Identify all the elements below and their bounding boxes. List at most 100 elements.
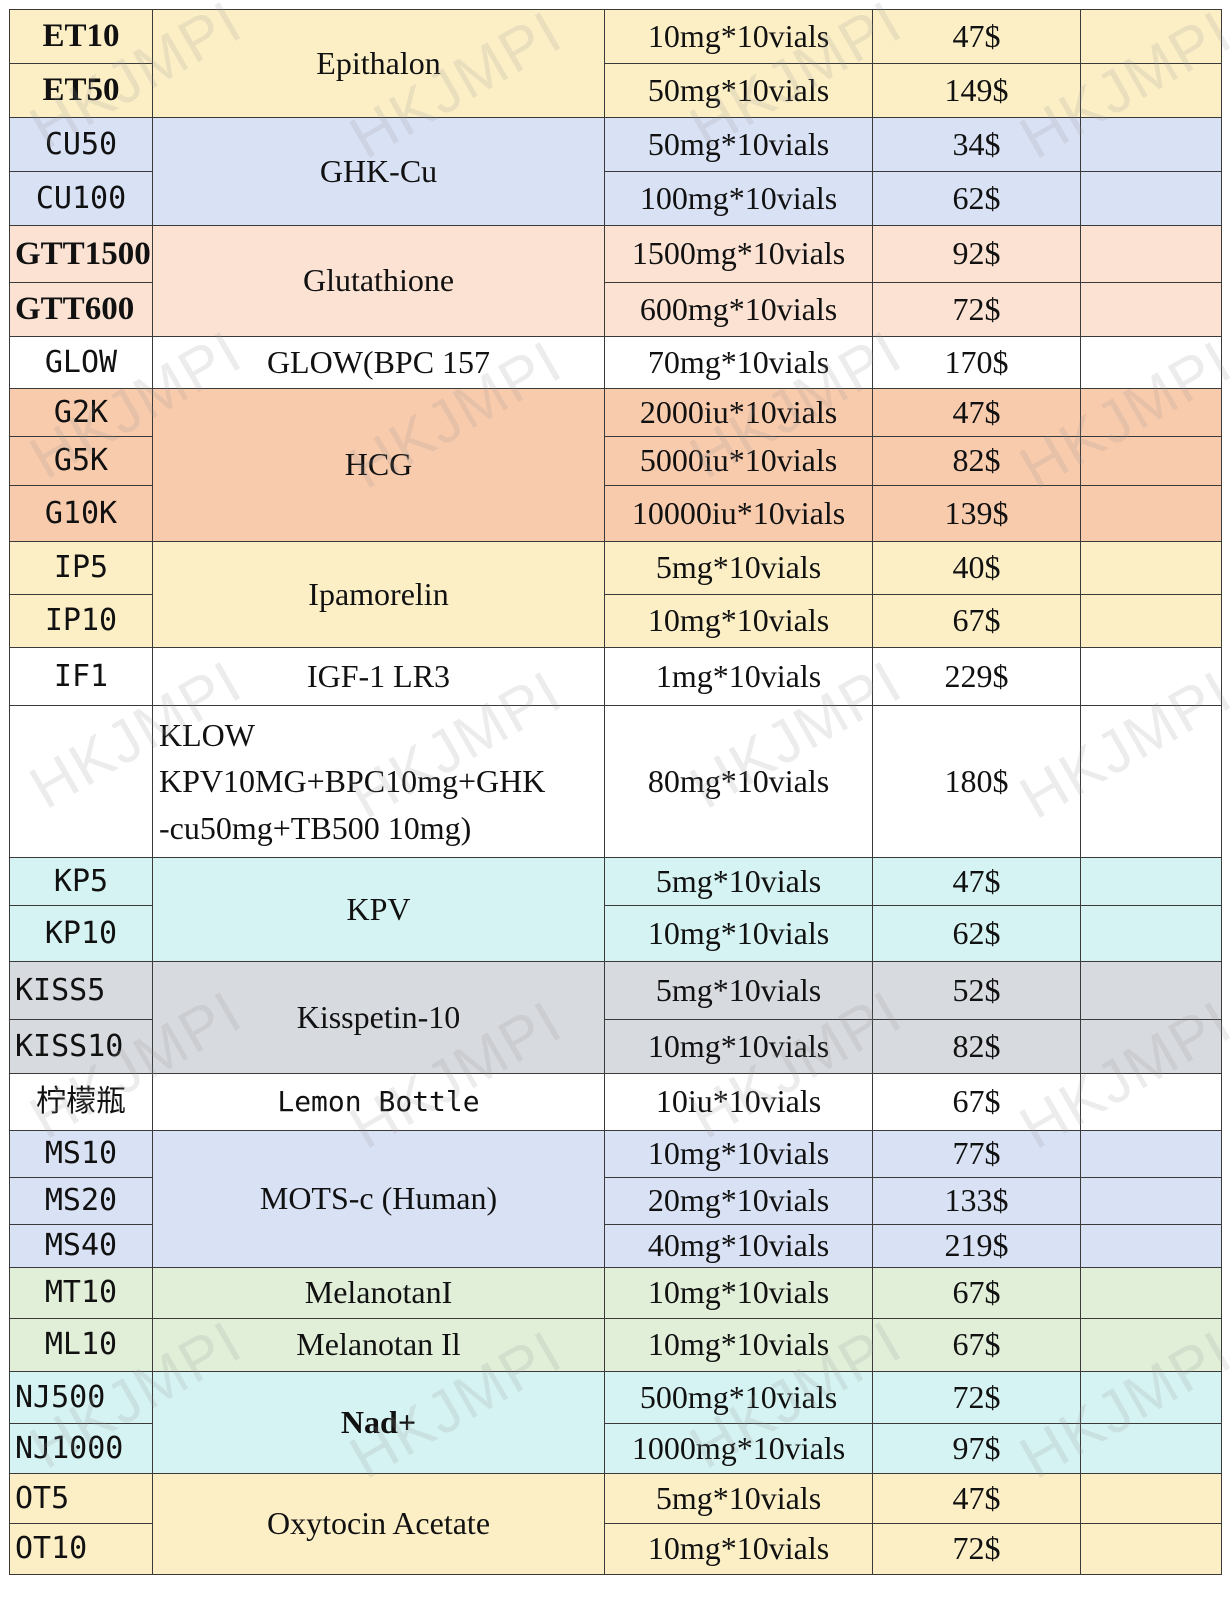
table-row: NJ500 Nad+ 500mg*10vials 72$ (9, 1371, 1222, 1474)
product-name-cell: GHK-Cu (152, 117, 605, 226)
product-code-cell: ET10 (9, 9, 153, 64)
extra-cell (1080, 436, 1222, 486)
product-code-cell: ML10 (9, 1318, 153, 1372)
product-name-cell: Oxytocin Acetate (152, 1473, 605, 1575)
extra-cell (1080, 485, 1222, 542)
spec-cell: 600mg*10vials (604, 282, 873, 337)
spec-cell: 10mg*10vials (604, 594, 873, 648)
spec-cell: 40mg*10vials (604, 1224, 873, 1268)
extra-cell (1080, 1473, 1222, 1524)
product-code-cell: KP5 (9, 857, 153, 906)
table-row: OT10 10mg*10vials 72$ (9, 1523, 1222, 1575)
price-cell: 52$ (872, 961, 1081, 1020)
table-row: KP10 10mg*10vials 62$ (9, 905, 1222, 962)
spec-cell: 70mg*10vials (604, 336, 873, 389)
price-cell: 133$ (872, 1177, 1081, 1225)
table-row: CU50 GHK-Cu 50mg*10vials 34$ (9, 117, 1222, 226)
price-cell: 47$ (872, 388, 1081, 437)
price-cell: 62$ (872, 905, 1081, 962)
extra-cell (1080, 117, 1222, 172)
product-name-cell: KLOW KPV10MG+BPC10mg+GHK -cu50mg+TB500 1… (152, 705, 605, 858)
extra-cell (1080, 1224, 1222, 1268)
extra-cell (1080, 961, 1222, 1020)
price-cell: 62$ (872, 171, 1081, 226)
spec-cell: 500mg*10vials (604, 1371, 873, 1424)
extra-cell (1080, 1318, 1222, 1372)
product-code-cell: G10K (9, 485, 153, 542)
product-code-cell: KP10 (9, 905, 153, 962)
price-cell: 82$ (872, 436, 1081, 486)
extra-cell (1080, 1130, 1222, 1178)
extra-cell (1080, 647, 1222, 706)
extra-cell (1080, 1371, 1222, 1424)
product-code-cell: MS20 (9, 1177, 153, 1225)
table-row: OT5 Oxytocin Acetate 5mg*10vials 47$ (9, 1473, 1222, 1575)
price-cell: 82$ (872, 1019, 1081, 1074)
product-code-cell: GTT600 (9, 282, 153, 337)
price-cell: 72$ (872, 1371, 1081, 1424)
spec-cell: 80mg*10vials (604, 705, 873, 858)
extra-cell (1080, 282, 1222, 337)
table-row: ET10 Epithalon 10mg*10vials 47$ (9, 9, 1222, 118)
product-name-cell: GLOW(BPC 157 (152, 336, 605, 389)
extra-cell (1080, 225, 1222, 283)
price-cell: 34$ (872, 117, 1081, 172)
product-name-cell: Melanotan Il (152, 1318, 605, 1372)
table-row: KISS5 Kisspetin-10 5mg*10vials 52$ (9, 961, 1222, 1074)
name-line: KPV10MG+BPC10mg+GHK (159, 763, 546, 800)
extra-cell (1080, 171, 1222, 226)
spec-cell: 5mg*10vials (604, 541, 873, 595)
product-code-cell: G5K (9, 436, 153, 486)
product-code-cell: 柠檬瓶 (9, 1073, 153, 1131)
table-row: IP10 10mg*10vials 67$ (9, 594, 1222, 648)
price-cell: 67$ (872, 1267, 1081, 1319)
product-code-cell: G2K (9, 388, 153, 437)
product-code-cell: GLOW (9, 336, 153, 389)
product-name-cell: KPV (152, 857, 605, 962)
price-cell: 47$ (872, 1473, 1081, 1524)
spec-cell: 20mg*10vials (604, 1177, 873, 1225)
table-row: ET50 50mg*10vials 149$ (9, 63, 1222, 118)
spec-cell: 10mg*10vials (604, 1318, 873, 1372)
product-code-cell: CU100 (9, 171, 153, 226)
spec-cell: 50mg*10vials (604, 117, 873, 172)
extra-cell (1080, 705, 1222, 858)
extra-cell (1080, 1019, 1222, 1074)
spec-cell: 5mg*10vials (604, 857, 873, 906)
table-row: GLOW GLOW(BPC 157 70mg*10vials 170$ (9, 336, 1222, 389)
product-code-cell: MT10 (9, 1267, 153, 1319)
price-list-table: ET10 Epithalon 10mg*10vials 47$ ET50 50m… (9, 9, 1222, 1575)
spec-cell: 1500mg*10vials (604, 225, 873, 283)
extra-cell (1080, 1523, 1222, 1575)
table-row: IF1 IGF-1 LR3 1mg*10vials 229$ (9, 647, 1222, 706)
spec-cell: 10mg*10vials (604, 1267, 873, 1319)
table-row: MS40 40mg*10vials 219$ (9, 1224, 1222, 1268)
table-row: 柠檬瓶 Lemon Bottle 10iu*10vials 67$ (9, 1073, 1222, 1131)
spec-cell: 5mg*10vials (604, 961, 873, 1020)
product-name-cell: Lemon Bottle (152, 1073, 605, 1131)
extra-cell (1080, 388, 1222, 437)
product-name-cell: MOTS-c (Human) (152, 1130, 605, 1268)
extra-cell (1080, 541, 1222, 595)
table-row: ML10 Melanotan Il 10mg*10vials 67$ (9, 1318, 1222, 1372)
table-row: KISS10 10mg*10vials 82$ (9, 1019, 1222, 1074)
product-code-cell: IP10 (9, 594, 153, 648)
product-code-cell: ET50 (9, 63, 153, 118)
spec-cell: 5000iu*10vials (604, 436, 873, 486)
extra-cell (1080, 905, 1222, 962)
spec-cell: 10mg*10vials (604, 905, 873, 962)
price-cell: 97$ (872, 1423, 1081, 1474)
price-cell: 72$ (872, 282, 1081, 337)
spec-cell: 50mg*10vials (604, 63, 873, 118)
product-code-cell: CU50 (9, 117, 153, 172)
price-cell: 72$ (872, 1523, 1081, 1575)
product-name-cell: Ipamorelin (152, 541, 605, 648)
product-name-cell: Epithalon (152, 9, 605, 118)
product-code-cell: GTT1500 (9, 225, 153, 283)
table-row: CU100 100mg*10vials 62$ (9, 171, 1222, 226)
product-name-cell: Nad+ (152, 1371, 605, 1474)
table-row: KLOW KPV10MG+BPC10mg+GHK -cu50mg+TB500 1… (9, 705, 1222, 858)
product-code-cell: OT10 (9, 1523, 153, 1575)
product-name-cell: HCG (152, 388, 605, 542)
price-cell: 47$ (872, 9, 1081, 64)
